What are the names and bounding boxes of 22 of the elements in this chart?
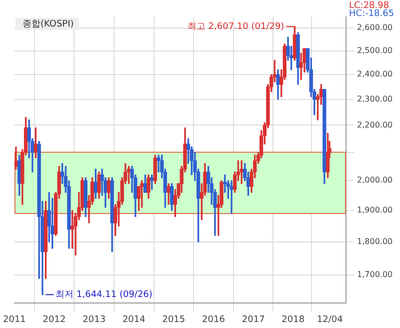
y-tick-label: 2,000.00 bbox=[357, 176, 393, 185]
y-tick-label: 1,800.00 bbox=[357, 237, 393, 246]
x-tick-label: 2016 bbox=[202, 314, 226, 325]
y-tick-label: 1,900.00 bbox=[357, 206, 393, 215]
x-tick-label: 2011 bbox=[3, 314, 26, 325]
annotation: 최고 2,607.10 (01/29) bbox=[187, 22, 284, 32]
x-tick-label: 2014 bbox=[122, 314, 146, 325]
x-tick-label: 2015 bbox=[162, 314, 186, 325]
y-tick-label: 2,200.00 bbox=[357, 120, 393, 130]
y-tick-label: 2,300.00 bbox=[357, 94, 393, 104]
y-tick-label: 2,600.00 bbox=[357, 23, 393, 32]
y-tick-label: 2,400.00 bbox=[357, 70, 393, 79]
chart-title: 종합(KOSPI) bbox=[22, 19, 74, 30]
x-tick-label: 2012 bbox=[42, 314, 66, 325]
x-tick-label: 2018 bbox=[282, 314, 305, 325]
y-tick-label: 1,700.00 bbox=[357, 270, 393, 280]
x-tick-label: 12/04 bbox=[316, 314, 344, 325]
text: HC:-18.65 bbox=[349, 8, 394, 19]
annotation: 최저 1,644.11 (09/26) bbox=[56, 290, 152, 300]
x-tick-label: 2017 bbox=[242, 314, 265, 325]
x-tick-label: 2013 bbox=[82, 314, 106, 325]
y-tick-label: 2,500.00 bbox=[357, 46, 393, 55]
